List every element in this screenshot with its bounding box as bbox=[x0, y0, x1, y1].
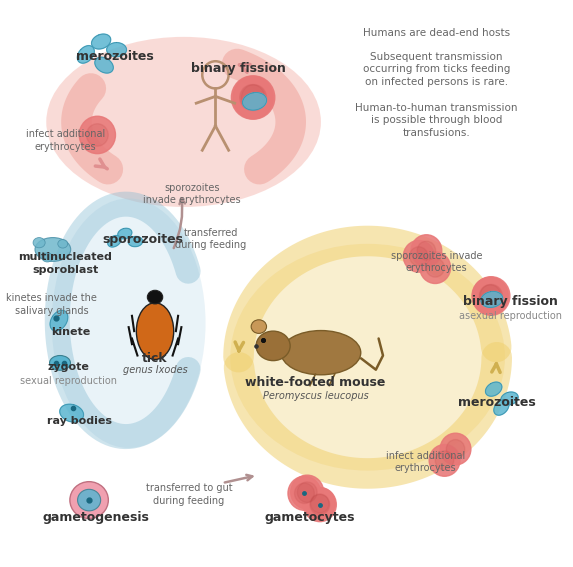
Circle shape bbox=[479, 285, 501, 307]
Text: sporozoites
invade erythrocytes: sporozoites invade erythrocytes bbox=[143, 183, 241, 205]
Ellipse shape bbox=[256, 331, 290, 361]
Circle shape bbox=[241, 84, 266, 111]
Text: Humans are dead-end hosts: Humans are dead-end hosts bbox=[363, 28, 510, 38]
Text: kinetes invade the
salivary glands: kinetes invade the salivary glands bbox=[6, 293, 97, 316]
Ellipse shape bbox=[230, 244, 505, 471]
Ellipse shape bbox=[77, 489, 101, 511]
Circle shape bbox=[291, 475, 324, 509]
Polygon shape bbox=[50, 310, 68, 331]
Ellipse shape bbox=[147, 290, 163, 304]
Circle shape bbox=[303, 488, 336, 522]
Text: merozoites: merozoites bbox=[76, 50, 154, 63]
Circle shape bbox=[240, 84, 265, 111]
Ellipse shape bbox=[281, 331, 361, 375]
Text: merozoites: merozoites bbox=[458, 396, 536, 409]
Polygon shape bbox=[242, 92, 266, 110]
Text: Peromyscus leucopus: Peromyscus leucopus bbox=[262, 391, 368, 401]
Polygon shape bbox=[494, 400, 509, 415]
Text: sexual reproduction: sexual reproduction bbox=[19, 376, 117, 386]
Text: gametocytes: gametocytes bbox=[265, 511, 355, 523]
Circle shape bbox=[231, 76, 273, 119]
Text: genus Ixodes: genus Ixodes bbox=[123, 365, 187, 375]
Text: sporozoites invade
erythrocytes: sporozoites invade erythrocytes bbox=[391, 251, 482, 273]
Circle shape bbox=[288, 476, 321, 510]
Circle shape bbox=[403, 240, 434, 272]
Circle shape bbox=[426, 258, 445, 277]
Polygon shape bbox=[60, 404, 84, 422]
Text: gametogenesis: gametogenesis bbox=[42, 511, 149, 523]
Polygon shape bbox=[501, 392, 518, 405]
Circle shape bbox=[233, 76, 275, 119]
Polygon shape bbox=[485, 382, 502, 396]
Circle shape bbox=[446, 439, 465, 459]
Text: multinucleated
sporoblast: multinucleated sporoblast bbox=[18, 252, 112, 275]
Circle shape bbox=[87, 124, 108, 146]
Circle shape bbox=[420, 252, 450, 284]
Circle shape bbox=[429, 445, 460, 476]
Polygon shape bbox=[77, 45, 95, 63]
Circle shape bbox=[79, 116, 116, 154]
Ellipse shape bbox=[42, 253, 53, 262]
Text: ray bodies: ray bodies bbox=[47, 416, 112, 426]
Circle shape bbox=[473, 277, 510, 315]
Circle shape bbox=[435, 451, 454, 470]
Text: tick: tick bbox=[142, 352, 168, 365]
Polygon shape bbox=[128, 236, 143, 247]
Text: Human-to-human transmission
is possible through blood
transfusions.: Human-to-human transmission is possible … bbox=[355, 103, 517, 138]
Polygon shape bbox=[107, 43, 127, 57]
Ellipse shape bbox=[33, 238, 45, 248]
Ellipse shape bbox=[251, 320, 266, 333]
Polygon shape bbox=[481, 291, 503, 307]
Ellipse shape bbox=[70, 482, 108, 518]
Text: zygote: zygote bbox=[48, 362, 89, 373]
Ellipse shape bbox=[136, 303, 174, 359]
Ellipse shape bbox=[49, 356, 70, 370]
Text: binary fission: binary fission bbox=[463, 295, 558, 308]
Ellipse shape bbox=[35, 238, 70, 261]
Polygon shape bbox=[118, 229, 132, 239]
Text: transferred to gut
during feeding: transferred to gut during feeding bbox=[146, 483, 233, 506]
Circle shape bbox=[295, 483, 315, 503]
Ellipse shape bbox=[58, 239, 68, 248]
Text: asexual reproduction: asexual reproduction bbox=[459, 311, 562, 321]
Text: sporozoites: sporozoites bbox=[102, 233, 183, 246]
Text: transferred
during feeding: transferred during feeding bbox=[175, 228, 247, 251]
Ellipse shape bbox=[52, 198, 206, 448]
Circle shape bbox=[311, 494, 329, 513]
Circle shape bbox=[417, 241, 435, 260]
Polygon shape bbox=[92, 34, 111, 49]
Polygon shape bbox=[95, 57, 113, 73]
Text: infect additional
erythrocytes: infect additional erythrocytes bbox=[26, 129, 105, 152]
Circle shape bbox=[472, 277, 508, 315]
Text: Subsequent transmission
occurring from ticks feeding
on infected persons is rare: Subsequent transmission occurring from t… bbox=[363, 52, 510, 87]
Polygon shape bbox=[108, 235, 121, 247]
Circle shape bbox=[410, 247, 428, 266]
Circle shape bbox=[304, 488, 335, 519]
Circle shape bbox=[411, 235, 442, 266]
Text: infect additional
erythrocytes: infect additional erythrocytes bbox=[386, 451, 465, 473]
Circle shape bbox=[310, 494, 329, 515]
Circle shape bbox=[440, 433, 471, 465]
Circle shape bbox=[297, 482, 317, 502]
Text: binary fission: binary fission bbox=[191, 62, 286, 74]
Text: white-footed mouse: white-footed mouse bbox=[245, 376, 386, 389]
Text: kinete: kinete bbox=[52, 327, 91, 337]
Ellipse shape bbox=[46, 37, 321, 207]
Circle shape bbox=[480, 285, 503, 307]
